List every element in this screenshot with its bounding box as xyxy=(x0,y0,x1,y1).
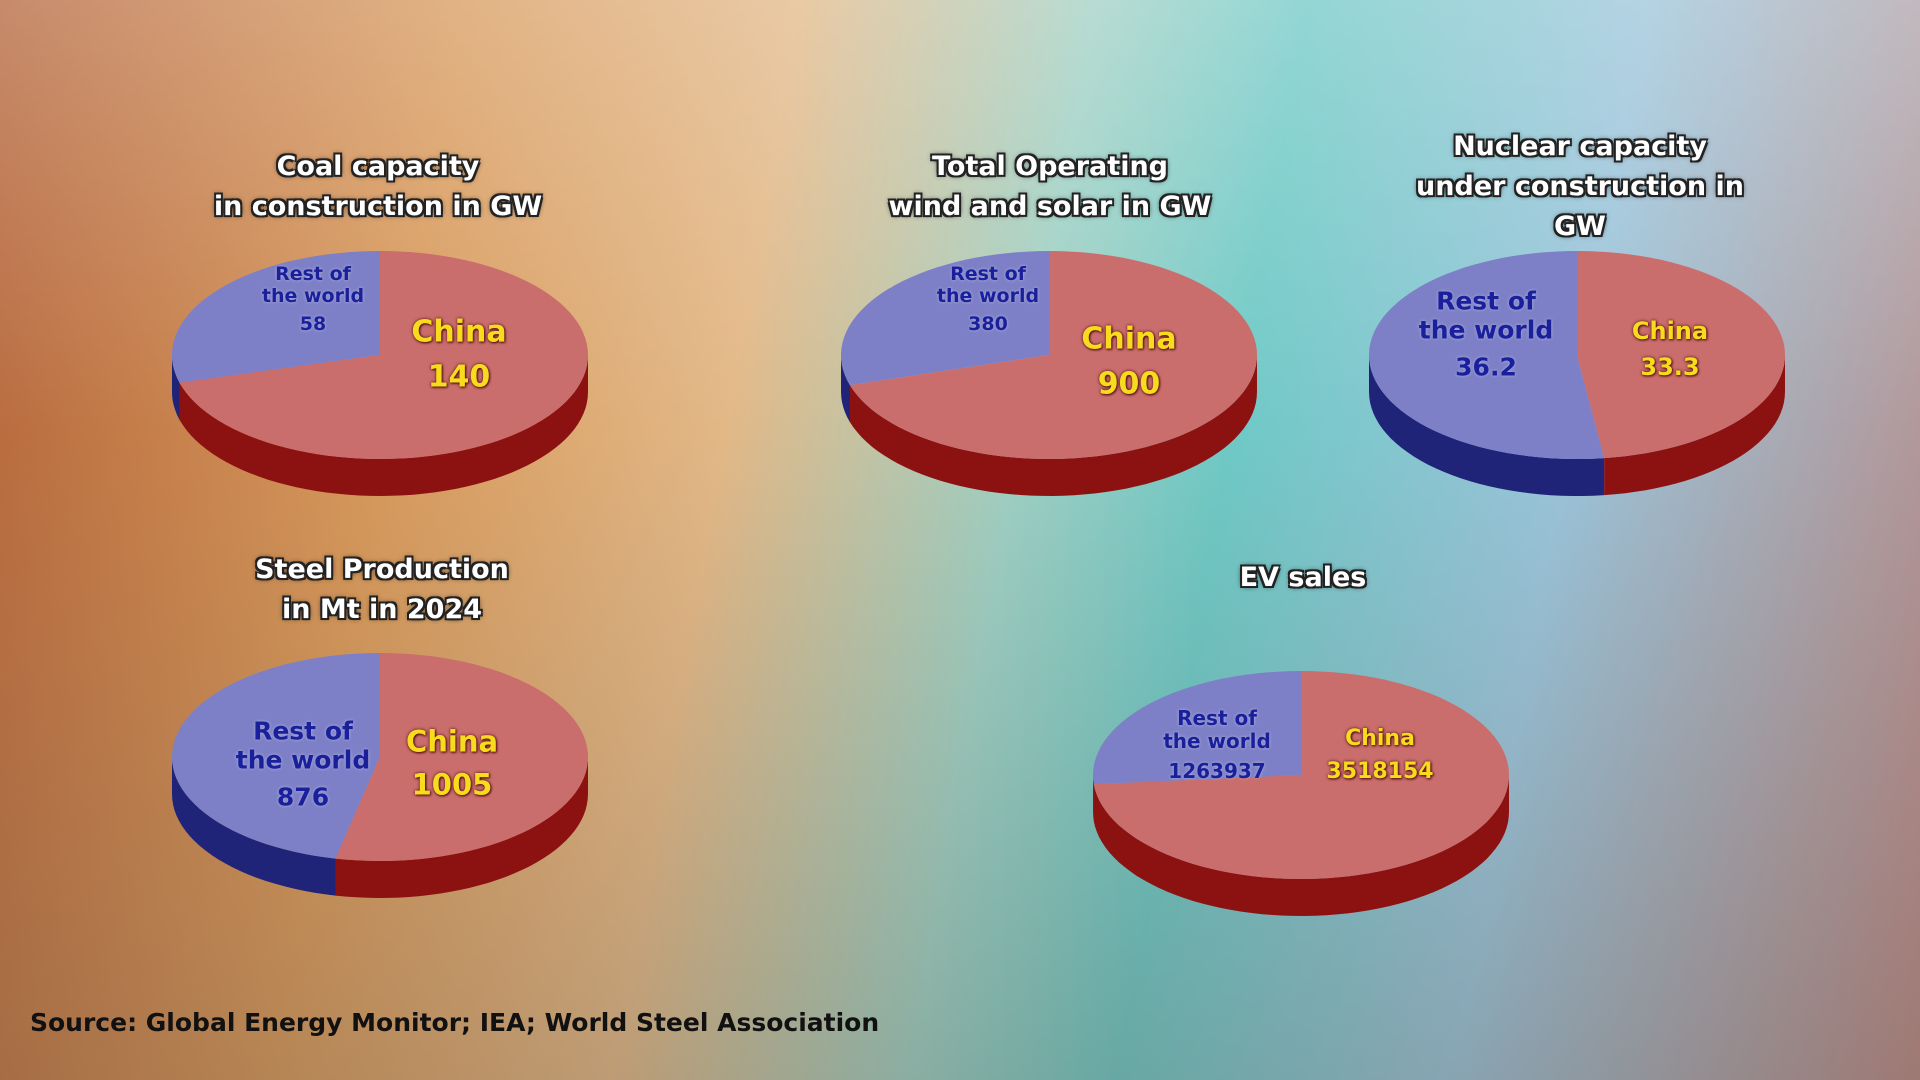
category-label: China xyxy=(405,724,499,759)
slice-label: China 1005 xyxy=(371,724,533,803)
pie-side xyxy=(1093,775,1094,822)
pie xyxy=(1369,251,1785,496)
value-label: 140 xyxy=(427,359,491,395)
slice-label: China 3518154 xyxy=(1318,726,1441,784)
category-label: China xyxy=(1631,317,1709,346)
pie-slice xyxy=(1093,671,1301,785)
pie-slice xyxy=(1093,671,1509,879)
category-label: China xyxy=(1081,321,1177,357)
value-label: 1263937 xyxy=(1168,759,1266,783)
pie-slice xyxy=(850,251,1257,459)
value-label: 3518154 xyxy=(1326,758,1434,784)
chart-title: Total Operating wind and solar in GW xyxy=(888,151,1212,222)
value-label: 1005 xyxy=(411,768,493,803)
pie-side xyxy=(172,757,336,896)
category-label: China xyxy=(411,314,507,350)
pie-slice xyxy=(172,251,380,383)
slice-label: China 33.3 xyxy=(1603,317,1737,382)
source: Source: Global Energy Monitor; IEA; Worl… xyxy=(30,1008,880,1037)
pie-side xyxy=(850,355,1257,496)
pie-slice xyxy=(179,251,588,459)
value-label: 900 xyxy=(1097,366,1161,402)
chart-title: Coal capacity in construction in GW xyxy=(213,151,543,222)
pie-side xyxy=(172,355,180,420)
pie-slice xyxy=(1369,251,1605,459)
category-label: Rest of the world xyxy=(936,262,1040,307)
category-label: Rest of the world xyxy=(1163,706,1271,753)
value-label: 380 xyxy=(968,313,1008,336)
slice-label: China 900 xyxy=(1045,322,1213,402)
chart-title: EV sales xyxy=(1239,562,1367,593)
slice-label: Rest of the world 1263937 xyxy=(1161,707,1273,783)
slice-label: Rest of the world 876 xyxy=(233,716,373,813)
slice-label: Rest of the world 36.2 xyxy=(1416,286,1556,383)
pie xyxy=(172,251,588,496)
category-label: Rest of the world xyxy=(1418,286,1554,345)
value-label: 33.3 xyxy=(1640,353,1700,382)
pie-side xyxy=(179,355,588,496)
value-label: 58 xyxy=(299,313,327,336)
pie-slice xyxy=(335,653,588,861)
category-label: China xyxy=(1345,725,1415,751)
pie-side xyxy=(1093,775,1509,916)
pie-slice xyxy=(172,653,380,859)
pie-side xyxy=(841,355,850,423)
slice-label: Rest of the world 58 xyxy=(260,262,366,336)
slice-label: Rest of the world 380 xyxy=(935,262,1041,336)
pie-slice xyxy=(841,251,1049,386)
chart-title: Steel Production in Mt in 2024 xyxy=(255,554,509,625)
category-label: Rest of the world xyxy=(235,716,371,775)
pie xyxy=(1093,671,1509,916)
pie-slice xyxy=(1577,251,1785,459)
value-label: 36.2 xyxy=(1455,352,1517,382)
chart-title: Nuclear capacity under construction in G… xyxy=(1416,131,1744,242)
pie-side xyxy=(1604,355,1785,496)
pie-side xyxy=(1369,355,1605,496)
pie-side xyxy=(335,757,588,898)
pie xyxy=(841,251,1257,496)
pie xyxy=(172,653,588,898)
value-label: 876 xyxy=(276,782,330,812)
slice-label: China 140 xyxy=(375,315,543,395)
category-label: Rest of the world xyxy=(261,262,365,307)
